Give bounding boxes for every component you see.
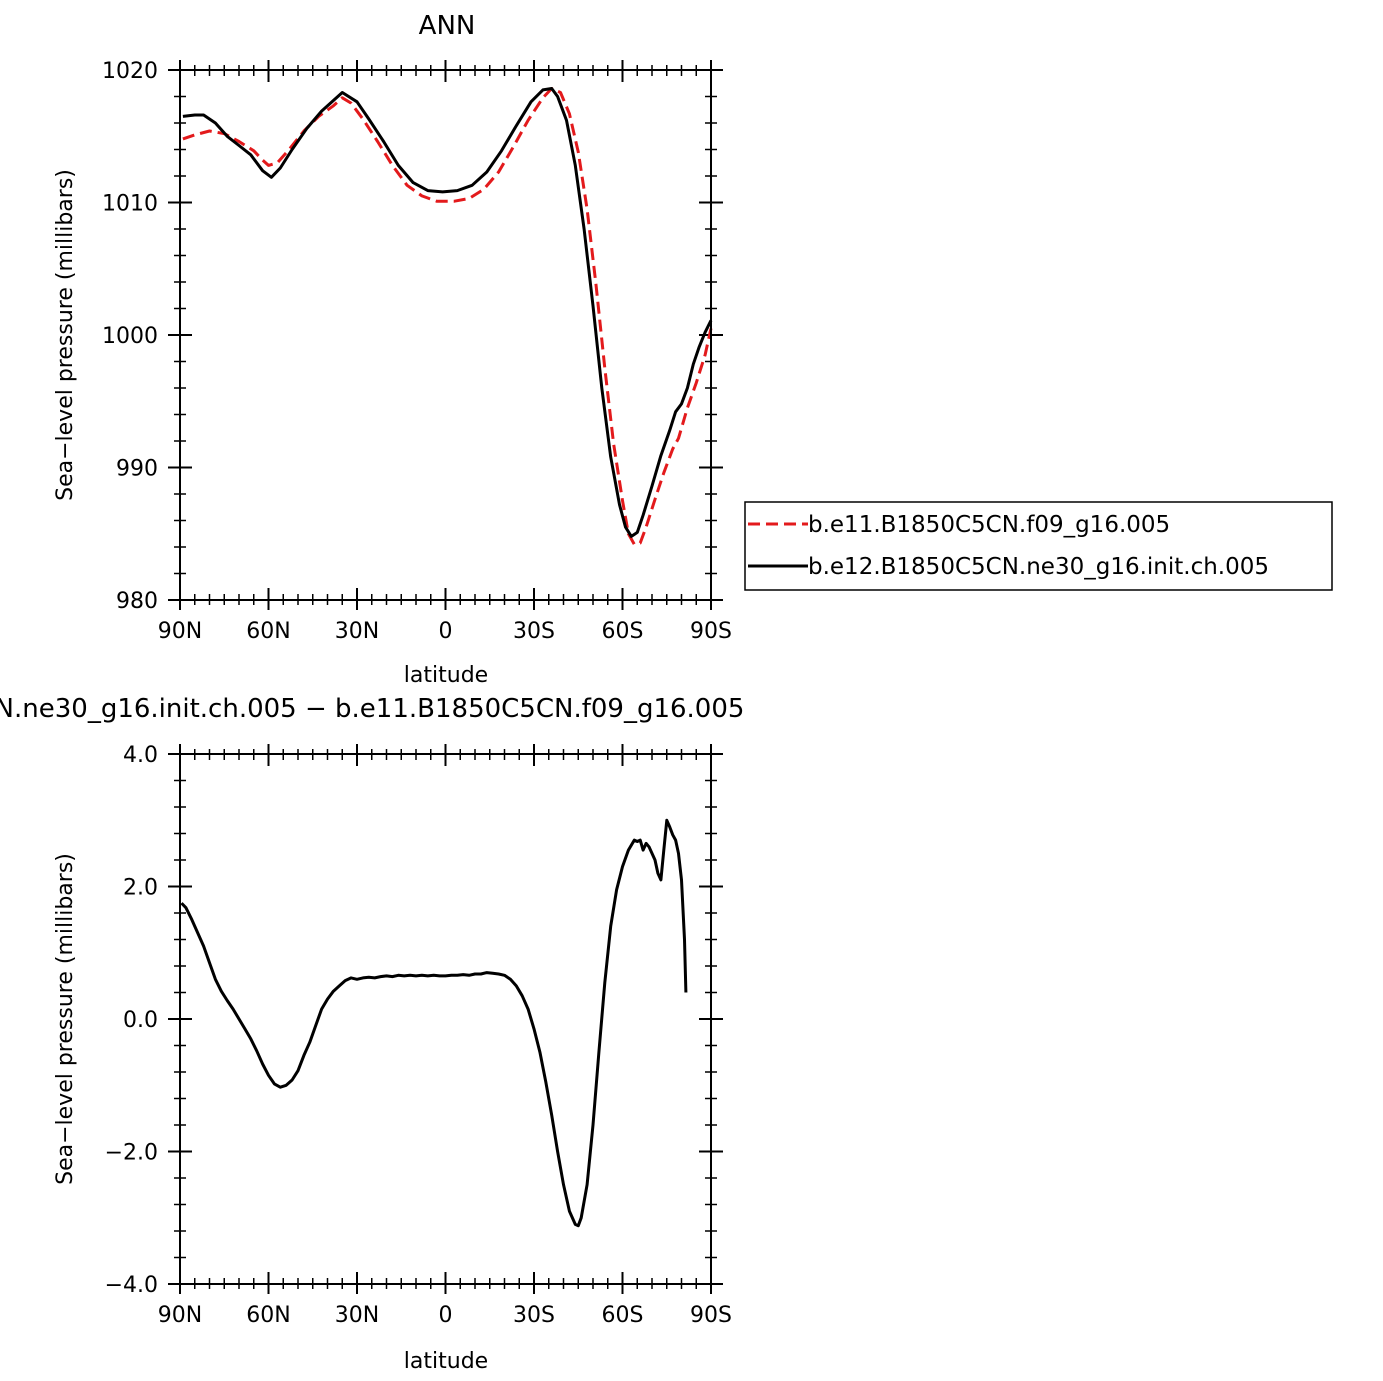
bottom-panel-frame (179, 753, 712, 1285)
bottom-panel-x-axis-title: latitude (404, 1349, 488, 1374)
x-tick-label: 60N (246, 1303, 290, 1328)
legend-label-series-2: b.e12.B1850C5CN.ne30_g16.init.ch.005 (808, 554, 1269, 580)
y-tick-label: 980 (116, 589, 158, 614)
y-tick-label: 1000 (102, 324, 158, 349)
x-tick-label: 30N (335, 619, 379, 644)
bottom-panel-ticks (168, 744, 723, 1294)
top-panel-y-axis-title: Sea−level pressure (millibars) (53, 169, 78, 501)
y-tick-label: 990 (116, 457, 158, 482)
y-tick-label: 1010 (102, 192, 158, 217)
series-line-1 (182, 87, 713, 546)
x-tick-label: 60S (602, 619, 644, 644)
bottom-panel-y-axis-title: Sea−level pressure (millibars) (53, 853, 78, 1185)
x-tick-label: 90N (158, 619, 202, 644)
top-panel-title: ANN (419, 11, 476, 41)
legend: b.e11.B1850C5CN.f09_g16.005 b.e12.B1850C… (744, 501, 1333, 591)
bottom-panel-series (180, 818, 688, 1228)
x-tick-label: 90S (690, 619, 732, 644)
x-tick-label: 0 (439, 619, 453, 644)
y-tick-label: 0.0 (123, 1008, 158, 1033)
x-tick-label: 0 (439, 1303, 453, 1328)
top-panel-x-axis-title: latitude (404, 663, 488, 688)
top-panel-frame (179, 69, 712, 601)
top-panel-tick-labels: 90N 60N 30N 0 30S 60S 90S 1020 1010 1000 990 980 (102, 59, 732, 644)
legend-box (744, 501, 1333, 591)
top-panel-series (182, 87, 713, 546)
series-line-1 (180, 818, 688, 1228)
x-tick-label: 90S (690, 1303, 732, 1328)
bottom-panel-tick-labels: 90N 60N 30N 0 30S 60S 90S 4.0 2.0 0.0 −2.0 −4.0 (105, 743, 732, 1328)
bottom-panel: b.e12.B1850C5CN.ne30_g16.init.ch.005 − b… (0, 694, 744, 1374)
x-tick-label: 30S (513, 1303, 555, 1328)
top-panel: ANN 90N 60N 30N 0 30S 60S 90S 1020 1010 1000 990 98… (53, 11, 732, 688)
y-tick-label: −2.0 (105, 1141, 158, 1166)
y-tick-label: −4.0 (105, 1273, 158, 1298)
x-tick-label: 30S (513, 619, 555, 644)
y-tick-label: 1020 (102, 59, 158, 84)
x-tick-label: 60S (602, 1303, 644, 1328)
series-line-2 (182, 87, 713, 538)
x-tick-label: 30N (335, 1303, 379, 1328)
bottom-panel-title: b.e12.B1850C5CN.ne30_g16.init.ch.005 − b… (0, 694, 744, 724)
x-tick-label: 60N (246, 619, 290, 644)
y-tick-label: 4.0 (123, 743, 158, 768)
x-tick-label: 90N (158, 1303, 202, 1328)
legend-label-series-1: b.e11.B1850C5CN.f09_g16.005 (808, 512, 1170, 538)
y-tick-label: 2.0 (123, 876, 158, 901)
